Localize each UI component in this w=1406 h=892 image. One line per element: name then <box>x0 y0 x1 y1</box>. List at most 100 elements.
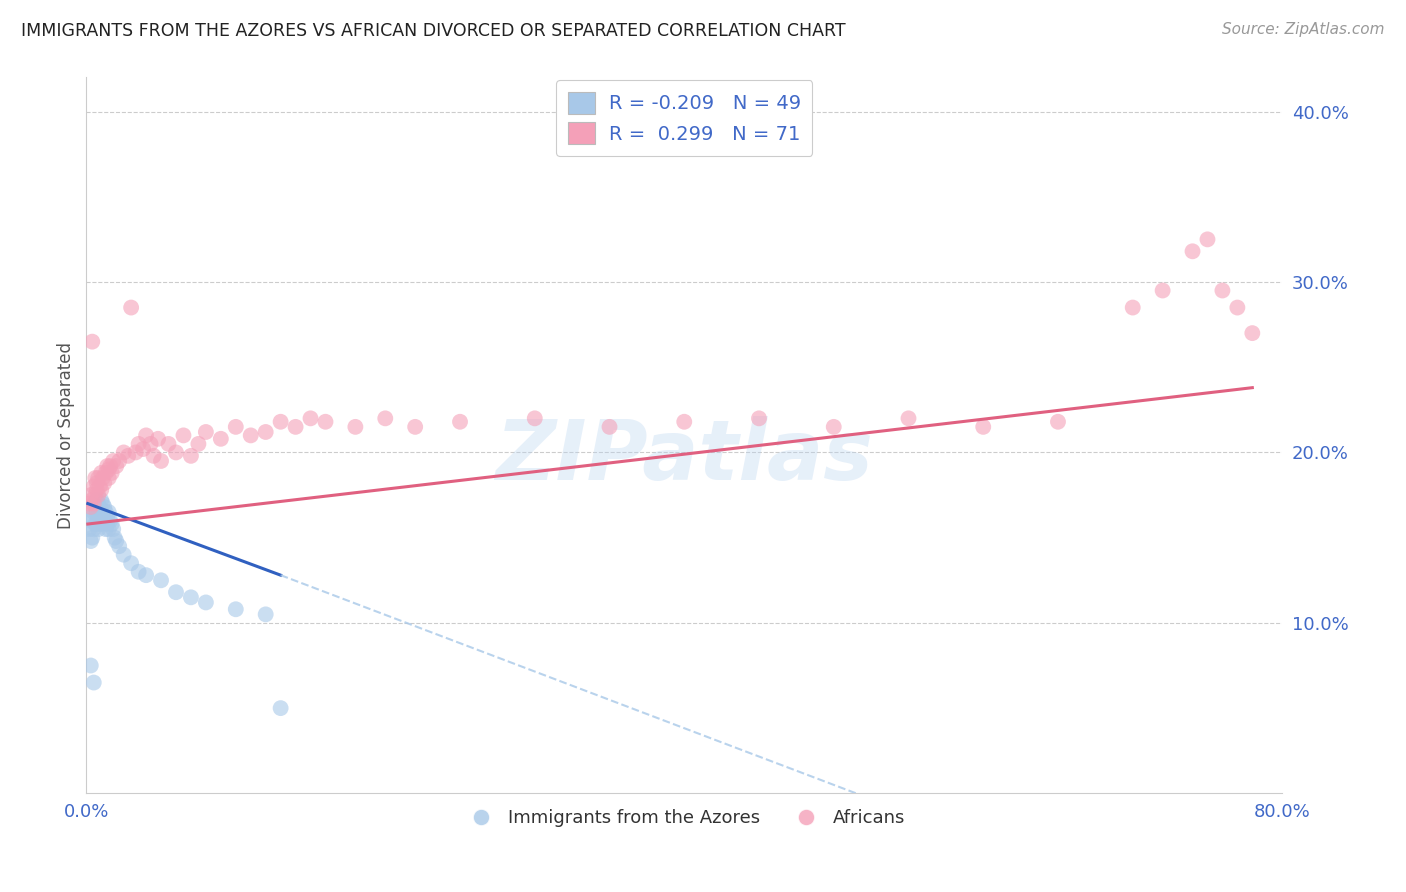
Point <box>87 497 110 511</box>
Point <box>120 301 142 315</box>
Point <box>93 500 115 514</box>
Point <box>1226 301 1249 315</box>
Point <box>374 411 396 425</box>
Point <box>157 437 180 451</box>
Point <box>86 516 108 531</box>
Point <box>84 500 107 514</box>
Point <box>108 539 131 553</box>
Point <box>128 437 150 451</box>
Point <box>86 505 108 519</box>
Point <box>84 471 107 485</box>
Point <box>165 445 187 459</box>
Point <box>80 658 103 673</box>
Point <box>1181 244 1204 259</box>
Text: Source: ZipAtlas.com: Source: ZipAtlas.com <box>1222 22 1385 37</box>
Point <box>972 420 994 434</box>
Point <box>90 466 112 480</box>
Point <box>80 534 103 549</box>
Point <box>93 476 115 491</box>
Point <box>1152 284 1174 298</box>
Point <box>344 420 367 434</box>
Point <box>87 522 110 536</box>
Point <box>83 675 105 690</box>
Point <box>89 514 111 528</box>
Point <box>97 471 120 485</box>
Point <box>1122 301 1144 315</box>
Point <box>87 488 110 502</box>
Point <box>314 415 336 429</box>
Point <box>673 415 696 429</box>
Point <box>112 445 135 459</box>
Text: IMMIGRANTS FROM THE AZORES VS AFRICAN DIVORCED OR SEPARATED CORRELATION CHART: IMMIGRANTS FROM THE AZORES VS AFRICAN DI… <box>21 22 846 40</box>
Point <box>100 516 122 531</box>
Point <box>96 510 118 524</box>
Y-axis label: Divorced or Separated: Divorced or Separated <box>58 342 75 529</box>
Point <box>97 462 120 476</box>
Point <box>254 607 277 622</box>
Point <box>172 428 194 442</box>
Point <box>187 437 209 451</box>
Point <box>748 411 770 425</box>
Point <box>897 411 920 425</box>
Point <box>82 531 104 545</box>
Point <box>135 428 157 442</box>
Point <box>97 522 120 536</box>
Point <box>239 428 262 442</box>
Point <box>82 493 104 508</box>
Point <box>83 522 105 536</box>
Point <box>87 471 110 485</box>
Point <box>194 595 217 609</box>
Point <box>108 454 131 468</box>
Point <box>100 466 122 480</box>
Point <box>82 510 104 524</box>
Point <box>284 420 307 434</box>
Point <box>94 505 117 519</box>
Point <box>83 479 105 493</box>
Legend: Immigrants from the Azores, Africans: Immigrants from the Azores, Africans <box>456 802 912 834</box>
Point <box>254 425 277 439</box>
Point <box>93 514 115 528</box>
Point <box>180 591 202 605</box>
Point <box>139 437 162 451</box>
Point <box>94 522 117 536</box>
Point <box>86 493 108 508</box>
Point <box>270 701 292 715</box>
Point <box>225 602 247 616</box>
Point <box>135 568 157 582</box>
Point <box>1211 284 1233 298</box>
Point <box>80 514 103 528</box>
Point <box>142 449 165 463</box>
Point <box>91 510 114 524</box>
Point <box>132 442 155 456</box>
Point <box>150 454 173 468</box>
Point <box>83 497 105 511</box>
Point <box>105 459 128 474</box>
Point <box>90 505 112 519</box>
Point <box>225 420 247 434</box>
Point <box>87 510 110 524</box>
Point <box>91 471 114 485</box>
Point <box>96 516 118 531</box>
Point <box>98 459 121 474</box>
Point <box>146 432 169 446</box>
Point <box>180 449 202 463</box>
Point <box>124 445 146 459</box>
Point <box>86 476 108 491</box>
Point <box>80 488 103 502</box>
Point <box>91 497 114 511</box>
Point <box>96 459 118 474</box>
Point <box>117 449 139 463</box>
Point <box>299 411 322 425</box>
Point <box>194 425 217 439</box>
Point <box>165 585 187 599</box>
Point <box>86 483 108 497</box>
Point <box>823 420 845 434</box>
Point <box>83 505 105 519</box>
Point <box>90 493 112 508</box>
Point <box>120 556 142 570</box>
Point <box>150 574 173 588</box>
Point <box>103 522 125 536</box>
Point <box>1046 415 1069 429</box>
Point <box>90 483 112 497</box>
Point <box>98 514 121 528</box>
